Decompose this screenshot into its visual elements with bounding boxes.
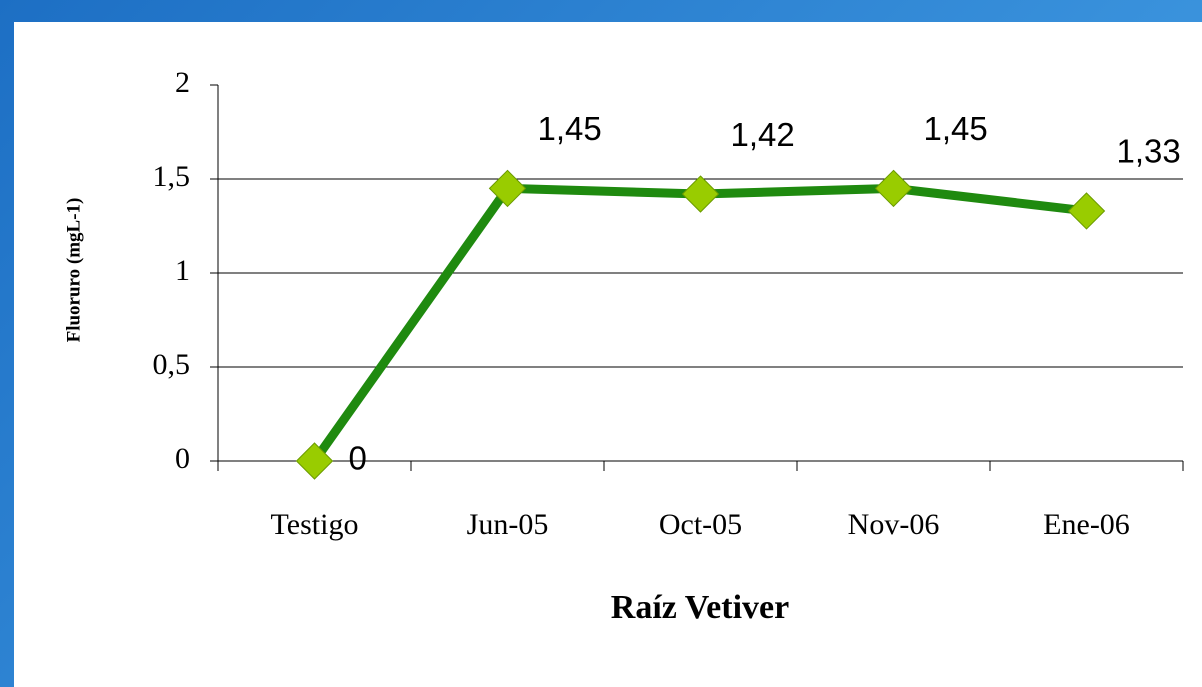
y-tick-label: 2	[175, 66, 190, 99]
data-label: 1,33	[1117, 133, 1181, 170]
x-axis-label: Raíz Vetiver	[611, 589, 789, 626]
marker	[295, 442, 334, 480]
x-tick-label: Testigo	[271, 508, 359, 541]
x-tick-label: Nov-06	[848, 508, 940, 541]
data-label: 0	[349, 440, 367, 477]
data-label: 1,45	[924, 110, 988, 147]
x-tick-label: Oct-05	[659, 508, 742, 541]
y-tick-label: 1,5	[153, 160, 191, 193]
marker	[874, 169, 913, 208]
y-axis-label: Fluoruro (mgL-1)	[63, 198, 84, 343]
data-label: 1,42	[731, 116, 795, 153]
marker	[488, 169, 527, 208]
chart-panel	[14, 22, 1202, 687]
marker	[1067, 192, 1106, 230]
y-tick-label: 0	[175, 442, 190, 475]
y-tick-label: 0,5	[153, 348, 191, 381]
x-tick-label: Ene-06	[1043, 508, 1130, 541]
x-tick-label: Jun-05	[467, 508, 549, 541]
marker	[681, 175, 720, 213]
data-label: 1,45	[538, 110, 602, 147]
y-tick-label: 1	[175, 254, 190, 287]
